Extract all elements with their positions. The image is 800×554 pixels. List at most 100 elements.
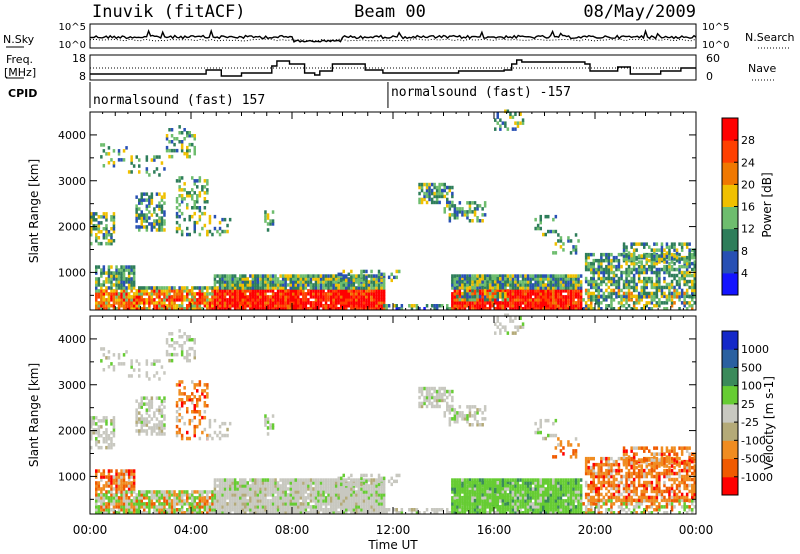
velocity-cell	[178, 508, 181, 512]
power-cell	[367, 307, 371, 311]
power-cell	[632, 258, 636, 263]
power-cell	[112, 271, 116, 275]
power-cell	[552, 283, 555, 287]
power-cell	[259, 307, 262, 311]
velocity-cell	[239, 499, 242, 503]
power-cell	[569, 292, 573, 296]
velocity-cell	[529, 493, 532, 497]
velocity-cell	[233, 490, 237, 494]
power-cell	[138, 228, 141, 232]
power-cell	[584, 307, 588, 311]
power-cell	[95, 236, 98, 240]
velocity-cell	[478, 481, 482, 485]
power-cell	[345, 307, 348, 311]
velocity-cell	[347, 502, 350, 506]
velocity-cell	[289, 508, 292, 512]
power-cell	[337, 283, 340, 287]
velocity-cell	[183, 511, 186, 515]
power-cell	[691, 282, 694, 287]
power-cell	[140, 307, 143, 311]
velocity-cell	[491, 481, 494, 485]
velocity-cell	[201, 490, 204, 494]
velocity-cell	[127, 511, 131, 515]
power-cell	[632, 251, 636, 255]
power-cell	[120, 271, 123, 275]
velocity-cell	[496, 493, 499, 497]
power-cell	[678, 285, 681, 290]
velocity-cell	[466, 505, 469, 509]
velocity-cell	[345, 487, 348, 491]
power-cell	[441, 194, 444, 199]
velocity-cell	[251, 484, 255, 488]
velocity-cell	[264, 487, 267, 491]
power-cell	[504, 109, 507, 113]
power-cell	[92, 215, 95, 219]
power-cell	[206, 292, 209, 296]
power-cell	[148, 204, 151, 208]
power-cell	[463, 307, 467, 311]
power-cell	[158, 219, 161, 223]
power-cell	[213, 292, 217, 296]
power-cell	[478, 298, 482, 302]
power-cell	[299, 304, 303, 308]
power-cell	[446, 191, 449, 196]
power-cell	[693, 279, 696, 284]
power-cell	[130, 155, 133, 159]
power-cell	[453, 204, 457, 208]
velocity-cell	[542, 493, 545, 497]
power-cell	[544, 274, 547, 278]
power-cell	[122, 158, 126, 162]
power-cell	[612, 258, 616, 263]
power-cell	[228, 292, 232, 296]
velocity-cell	[340, 511, 343, 515]
power-cell	[160, 298, 164, 302]
power-cell	[499, 307, 502, 311]
power-cell	[443, 207, 446, 211]
velocity-cell	[249, 505, 252, 509]
velocity-cell	[473, 490, 477, 494]
velocity-cell	[544, 502, 547, 506]
power-cell	[168, 148, 171, 153]
power-cell	[213, 280, 217, 284]
power-cell	[211, 286, 214, 290]
power-cell	[95, 289, 98, 293]
velocity-cell	[188, 508, 191, 512]
power-cell	[105, 241, 108, 246]
power-cell	[554, 289, 558, 293]
power-cell	[221, 301, 224, 305]
velocity-cell	[488, 508, 492, 512]
power-cell	[112, 239, 116, 243]
power-cell	[483, 307, 487, 311]
power-cell	[539, 274, 542, 278]
power-cell	[590, 307, 593, 311]
velocity-cell	[160, 508, 164, 512]
velocity-cell	[122, 511, 126, 515]
power-cell	[357, 295, 361, 299]
power-cell	[112, 215, 116, 219]
velocity-cell	[314, 511, 318, 515]
velocity-cell	[221, 478, 224, 482]
power-cell	[597, 304, 600, 308]
power-cell	[466, 304, 469, 308]
velocity-cell	[504, 508, 507, 512]
velocity-cell	[367, 493, 371, 497]
power-cell	[340, 289, 343, 293]
velocity-cell	[362, 502, 366, 506]
power-cell	[329, 295, 333, 299]
velocity-cell	[521, 493, 525, 497]
power-cell	[206, 304, 209, 308]
velocity-cell	[473, 478, 477, 482]
power-cell	[640, 260, 643, 264]
power-cell	[191, 298, 194, 302]
velocity-cell	[254, 487, 257, 491]
velocity-cell	[261, 511, 265, 515]
power-cell	[266, 277, 270, 281]
power-cell	[281, 286, 285, 290]
velocity-cell	[362, 487, 366, 491]
velocity-cell	[481, 487, 484, 491]
power-cell	[317, 292, 320, 296]
power-cell	[481, 213, 484, 217]
power-cell	[637, 273, 641, 278]
velocity-cell	[261, 493, 265, 497]
velocity-cell	[170, 490, 174, 494]
